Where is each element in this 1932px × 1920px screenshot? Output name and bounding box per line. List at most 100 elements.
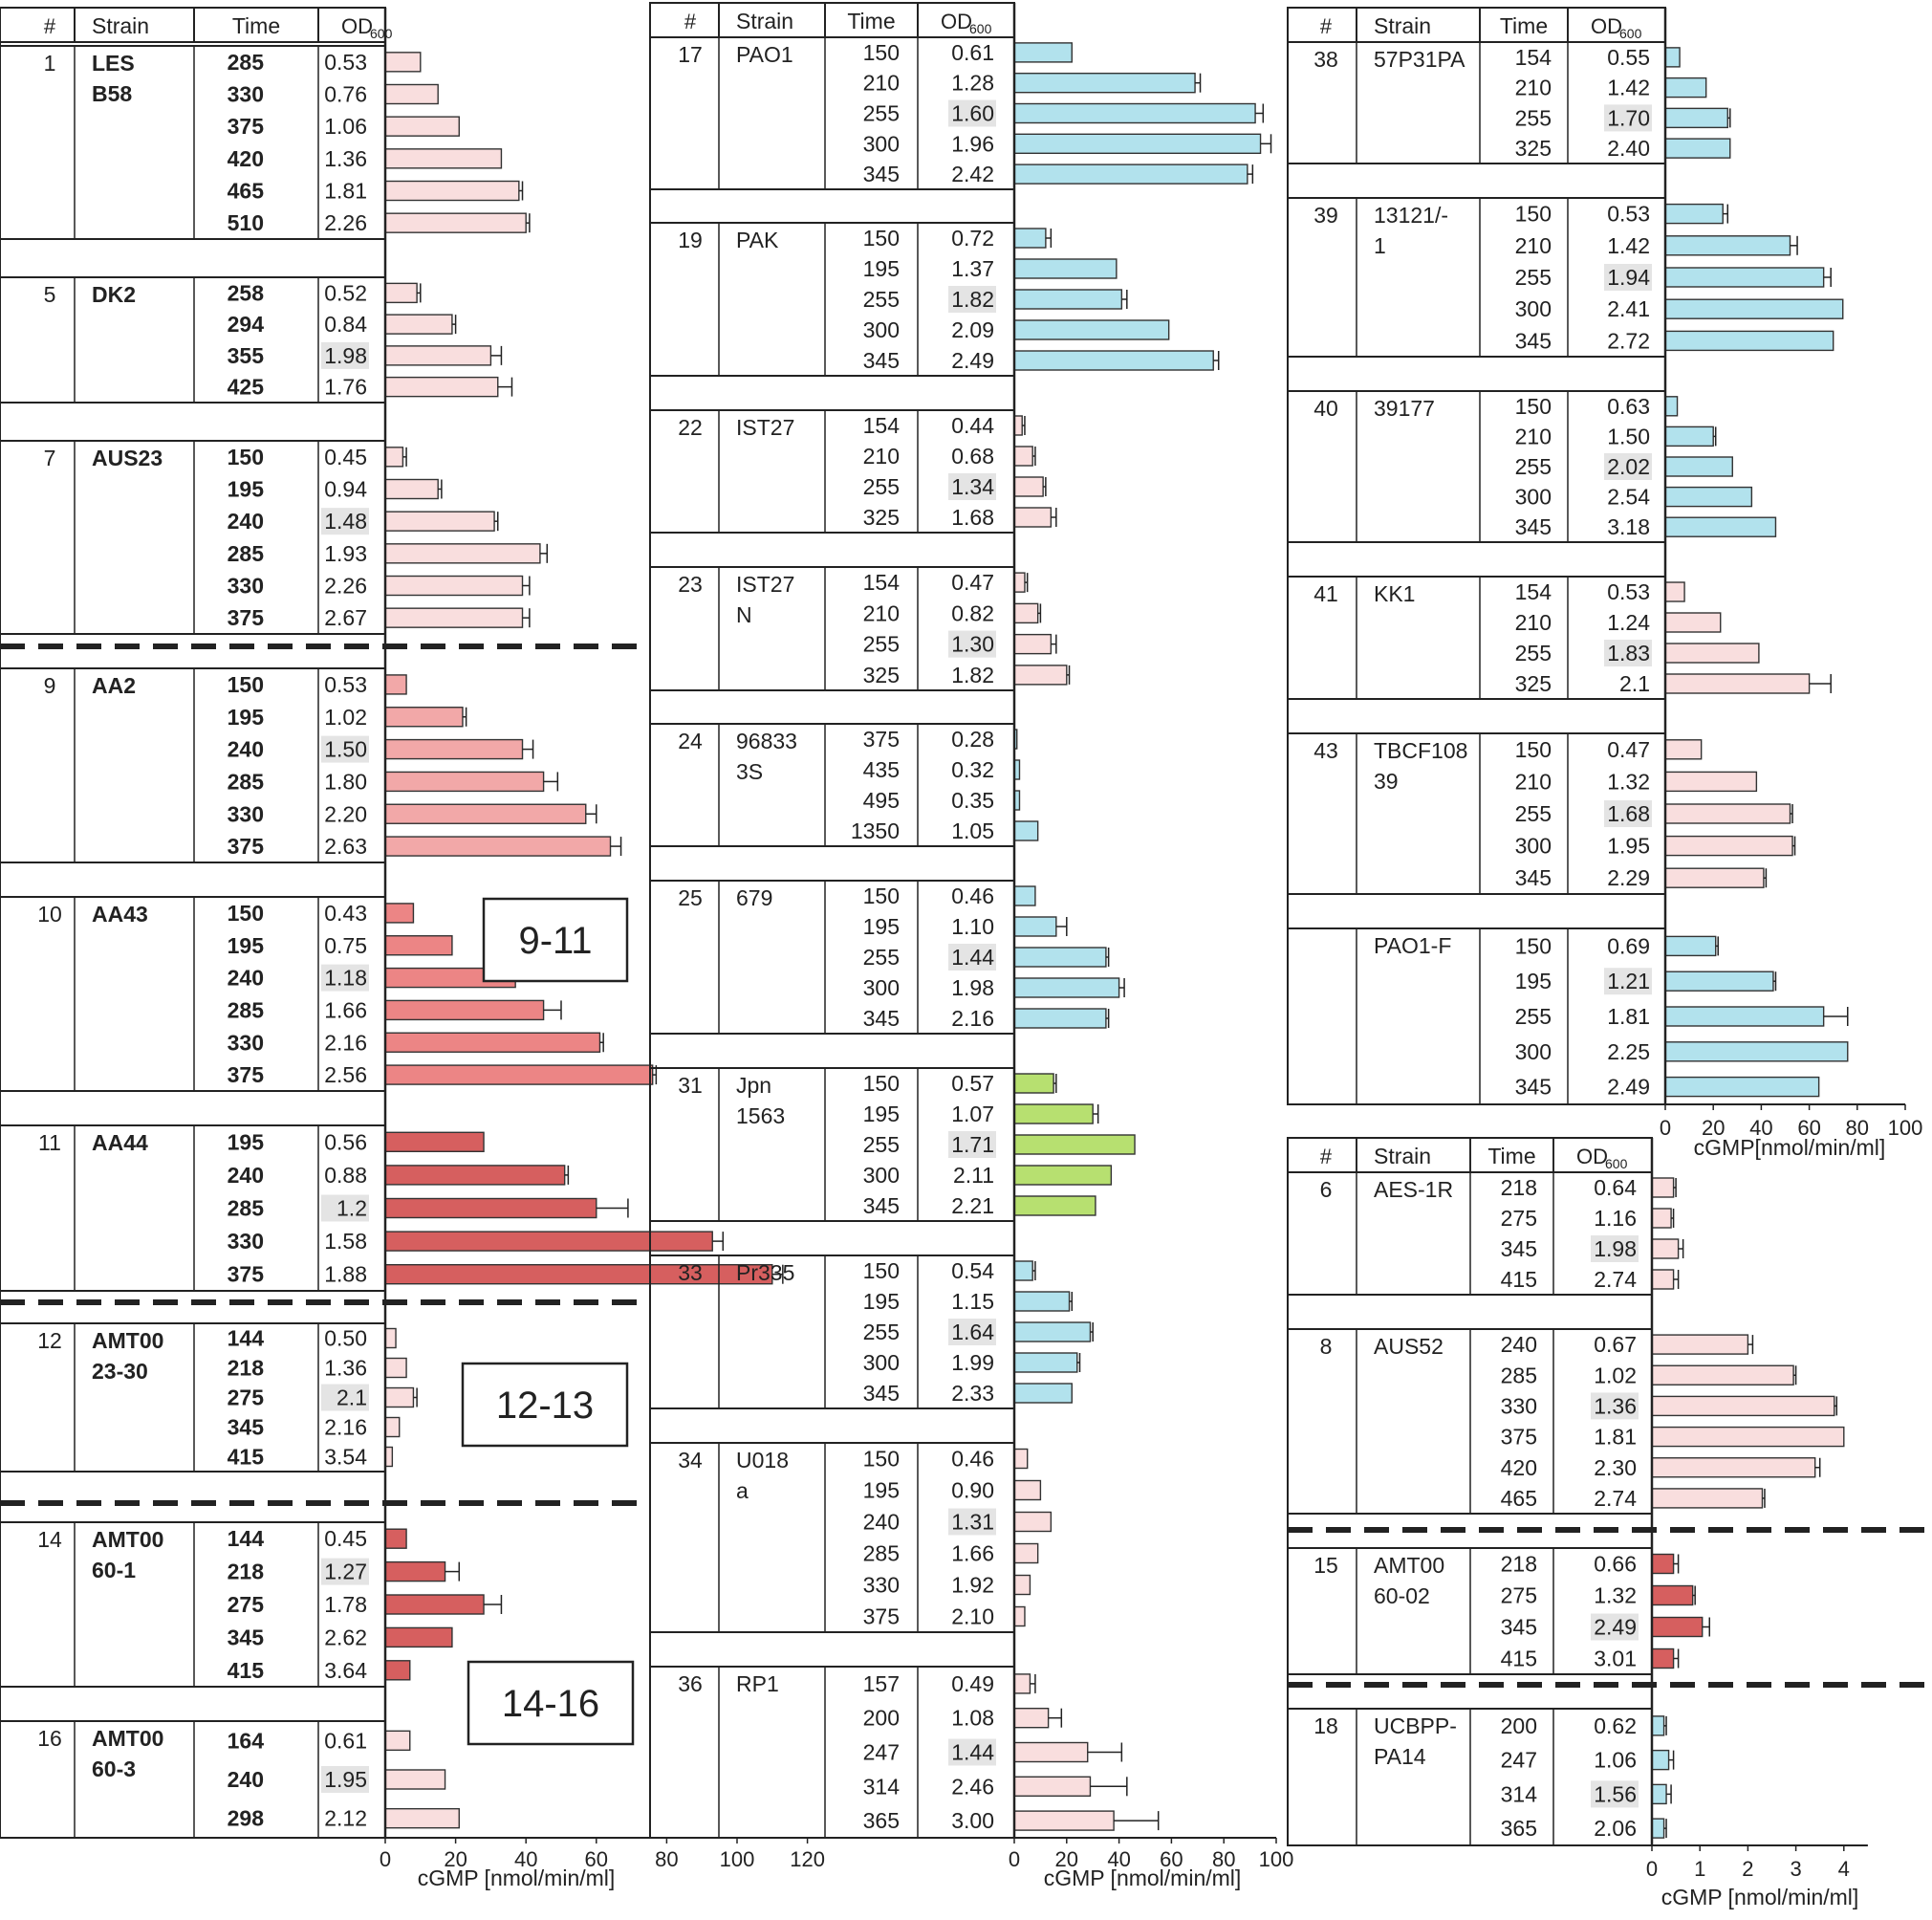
od-cell: 1.42 — [1607, 76, 1650, 100]
data-bar — [1013, 228, 1047, 249]
header-od: OD — [341, 14, 373, 38]
data-bar — [1013, 1810, 1115, 1831]
od-cell: 1.06 — [324, 114, 367, 139]
time-cell: 240 — [228, 1163, 264, 1188]
data-bar — [384, 1416, 401, 1438]
strain-name: 1 — [1374, 233, 1386, 258]
time-cell: 154 — [863, 570, 901, 595]
time-cell: 275 — [1501, 1583, 1537, 1608]
od-cell: 3.18 — [1607, 514, 1650, 539]
time-cell: 365 — [1501, 1816, 1537, 1841]
time-cell: 210 — [1515, 610, 1552, 635]
time-cell: 255 — [1515, 641, 1552, 665]
data-bar — [384, 1327, 397, 1349]
data-bar — [384, 738, 524, 760]
time-cell: 210 — [863, 71, 900, 96]
header-strain: Strain — [736, 9, 793, 33]
od-cell: 0.46 — [951, 1447, 994, 1472]
strain-number: 24 — [678, 729, 703, 753]
strain-group: 31 Jpn 1563 150 0.57 195 1.07 255 1.71 300 2.11 345… — [650, 3, 1136, 1222]
od-highlight — [948, 944, 996, 971]
time-cell: 294 — [228, 312, 265, 337]
time-cell: 195 — [1515, 969, 1552, 993]
od-cell: 1.88 — [324, 1262, 367, 1287]
strain-number: 5 — [44, 282, 56, 307]
data-bar — [1664, 803, 1791, 824]
time-cell: 465 — [1501, 1486, 1537, 1511]
data-bar — [1013, 1321, 1092, 1342]
od-cell: 0.84 — [324, 312, 367, 337]
time-cell: 150 — [1515, 933, 1552, 958]
time-cell: 195 — [228, 1129, 265, 1154]
data-bar — [1013, 1134, 1136, 1155]
time-cell: 258 — [228, 280, 265, 305]
data-bar — [384, 1131, 485, 1153]
od-cell: 2.49 — [951, 348, 994, 373]
time-cell: 345 — [863, 1193, 900, 1218]
od-cell: 2.16 — [324, 1415, 367, 1440]
time-cell: 210 — [863, 600, 900, 625]
strain-name: 23-30 — [92, 1359, 148, 1384]
od-cell: 0.45 — [324, 1526, 367, 1551]
od-cell: 3.00 — [951, 1808, 994, 1833]
od-cell: 1.36 — [324, 1356, 367, 1381]
strain-name: AMT00 — [92, 1328, 163, 1353]
data-bar — [1664, 673, 1811, 694]
header-strain: Strain — [92, 13, 149, 38]
od-cell: 1.66 — [951, 1541, 994, 1566]
time-cell: 255 — [1515, 1004, 1552, 1029]
od-cell: 2.21 — [951, 1193, 994, 1218]
od-cell: 1.66 — [324, 997, 367, 1022]
data-bar — [1013, 1707, 1050, 1729]
od-cell: 0.67 — [1594, 1332, 1637, 1357]
od-highlight — [1604, 104, 1652, 132]
time-cell: 298 — [228, 1806, 265, 1831]
od-cell: 0.35 — [951, 788, 994, 813]
data-bar — [384, 771, 545, 793]
strain-name: AA2 — [92, 673, 136, 698]
x-tick-label: 2 — [1742, 1857, 1753, 1881]
strain-group: 16 AMT00 60-3 164 0.61 240 1.95 298 2.12 — [0, 8, 460, 1839]
data-bar — [1013, 572, 1026, 593]
od-cell: 2.16 — [951, 1006, 994, 1031]
data-bar — [1651, 1426, 1845, 1448]
data-bar — [1013, 977, 1120, 998]
strain-name: IST27 — [736, 572, 794, 597]
data-bar — [384, 803, 587, 824]
data-bar — [1013, 665, 1068, 686]
od-highlight — [948, 1508, 996, 1536]
od-cell: 0.57 — [951, 1071, 994, 1096]
od-highlight — [948, 1131, 996, 1158]
od-cell: 1.48 — [324, 509, 367, 534]
time-cell: 285 — [228, 1196, 265, 1221]
strain-number: 38 — [1313, 47, 1338, 72]
od-cell: 0.62 — [1594, 1713, 1637, 1738]
time-cell: 210 — [1515, 233, 1552, 258]
od-cell: 1.06 — [1594, 1748, 1637, 1773]
od-highlight — [321, 1384, 369, 1411]
time-cell: 330 — [863, 1573, 900, 1598]
data-bar — [1013, 820, 1039, 841]
od-cell: 0.61 — [951, 40, 994, 65]
data-bar — [1013, 476, 1044, 497]
data-bar — [384, 1357, 407, 1379]
data-bar — [1013, 133, 1262, 155]
data-bar — [1013, 1741, 1089, 1763]
time-cell: 255 — [863, 1320, 900, 1344]
strain-name: 679 — [736, 885, 772, 910]
od-cell: 2.25 — [1607, 1039, 1650, 1064]
od-cell: 0.63 — [1607, 394, 1650, 419]
time-cell: 285 — [228, 997, 265, 1022]
data-bar — [1651, 1715, 1665, 1736]
time-cell: 247 — [1501, 1748, 1537, 1773]
time-cell: 150 — [1515, 737, 1552, 762]
od-cell: 3.54 — [324, 1445, 367, 1470]
time-cell: 495 — [863, 788, 900, 813]
data-bar — [384, 1263, 773, 1285]
header-od: OD — [941, 10, 972, 33]
x-tick-label: 40 — [514, 1847, 537, 1871]
od-highlight — [1604, 968, 1652, 995]
strain-group: 38 57P31PA 154 0.55 210 1.42 255 1.70 325 2.40 — [1288, 8, 1731, 164]
data-bar — [384, 1197, 597, 1219]
